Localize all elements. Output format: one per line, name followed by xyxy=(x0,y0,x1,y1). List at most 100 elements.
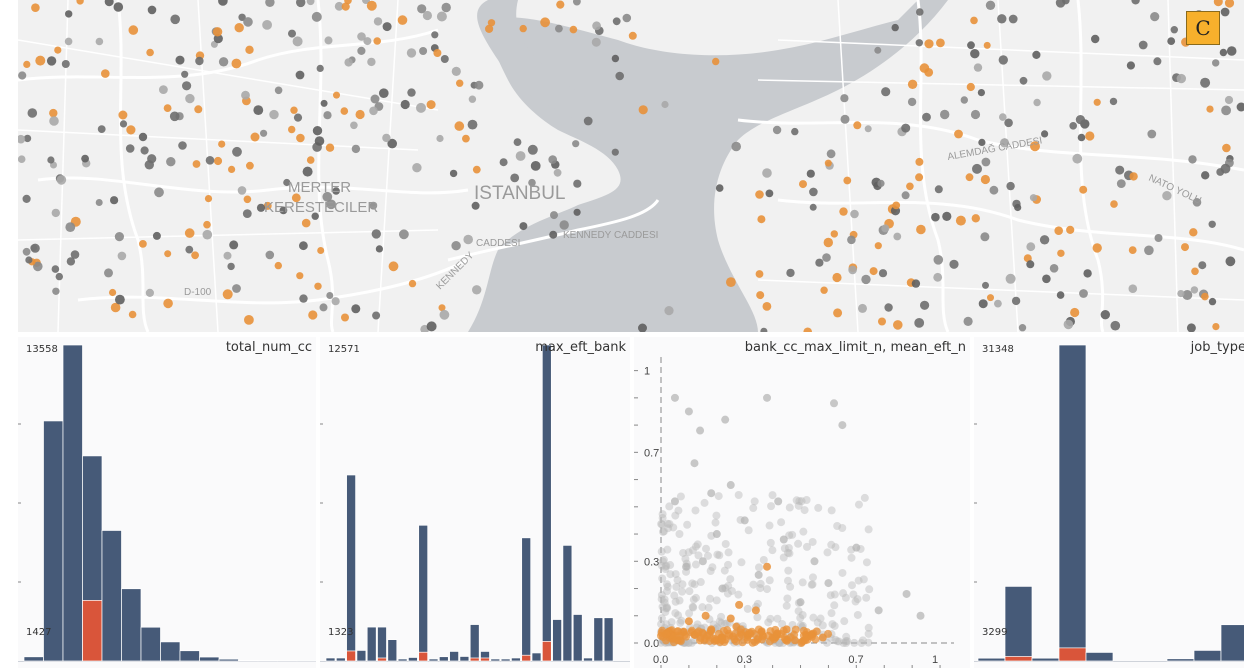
map-point xyxy=(809,187,818,197)
map-point xyxy=(256,203,266,212)
scatter-point xyxy=(704,603,713,612)
scatter-point xyxy=(713,623,722,632)
histogram-max-eft-bank[interactable]: max_eft_bank 12571 1323 xyxy=(320,337,630,668)
map-view[interactable]: MERTER KERESTECILER ISTANBUL KENNEDY CAD… xyxy=(18,0,1244,332)
map-point-selected xyxy=(472,165,481,174)
map-point-selected xyxy=(126,125,136,135)
histogram-bar[interactable] xyxy=(469,624,480,662)
histogram-job-type[interactable]: job_type 31348 3299 xyxy=(974,337,1244,668)
histogram-bar[interactable] xyxy=(325,657,336,662)
scatter-point xyxy=(854,576,863,585)
map-point xyxy=(911,279,921,288)
histogram-bar[interactable] xyxy=(387,639,398,662)
histogram-bar[interactable] xyxy=(121,588,142,662)
histogram-bar-selected[interactable] xyxy=(480,657,490,662)
scatter-point xyxy=(717,619,726,628)
histogram-bar[interactable] xyxy=(1085,652,1114,662)
histogram-bar[interactable] xyxy=(160,641,181,662)
histogram-bar[interactable] xyxy=(521,537,532,662)
histogram-bar-selected[interactable] xyxy=(469,657,480,662)
histogram-bar[interactable] xyxy=(1058,344,1087,662)
scatter-point xyxy=(794,607,803,616)
histogram-bar[interactable] xyxy=(366,626,377,662)
histogram-bar-selected[interactable] xyxy=(1058,647,1087,662)
histogram-bar[interactable] xyxy=(397,658,408,662)
scatter-point xyxy=(714,492,723,501)
histogram-bar[interactable] xyxy=(1166,658,1195,662)
histogram-bar[interactable] xyxy=(977,657,1006,662)
scatter-point xyxy=(859,575,868,584)
histogram-total-num-cc[interactable]: total_num_cc 13558 1427 xyxy=(18,337,316,668)
map-point xyxy=(612,17,621,26)
map-point xyxy=(1190,286,1199,294)
histogram-bar-selected[interactable] xyxy=(346,650,356,662)
map-point xyxy=(357,32,366,41)
map-point xyxy=(933,254,944,265)
histogram-bar[interactable] xyxy=(593,617,604,662)
histogram-bar-selected[interactable] xyxy=(418,651,429,662)
scatter-point xyxy=(667,618,676,627)
histogram-bar[interactable] xyxy=(449,651,459,662)
map-point-selected xyxy=(924,39,934,49)
histogram-bar[interactable] xyxy=(531,652,542,662)
scatter-point xyxy=(662,604,671,613)
histogram-bar[interactable] xyxy=(500,658,511,662)
histogram-bar[interactable] xyxy=(541,344,552,662)
histogram-bar[interactable] xyxy=(1193,650,1222,662)
map-point xyxy=(940,109,950,120)
histogram-bar[interactable] xyxy=(101,530,122,662)
map-point-selected xyxy=(628,31,637,40)
scatter-point xyxy=(792,496,801,505)
histogram-bar-selected[interactable] xyxy=(377,657,387,662)
map-point-selected xyxy=(164,250,172,258)
histogram-bar[interactable] xyxy=(562,545,573,662)
scatter-point xyxy=(824,579,833,588)
scatter-point xyxy=(688,602,697,611)
histogram-bar[interactable] xyxy=(218,658,239,662)
histogram-bar[interactable] xyxy=(199,656,220,662)
scatter-point xyxy=(779,535,788,544)
histogram-bar[interactable] xyxy=(428,658,439,662)
scatter-plot[interactable]: 0.0 0.0 0.3 0.3 0.7 0.7 1 1 bank_cc_max_limit_n… xyxy=(634,337,970,668)
histogram-bar[interactable] xyxy=(335,657,346,662)
map-point xyxy=(170,14,180,25)
histogram-bar-selected[interactable] xyxy=(1004,656,1033,662)
histogram-bar-selected[interactable] xyxy=(521,654,532,662)
histogram-bar[interactable] xyxy=(583,657,593,662)
scatter-point xyxy=(663,582,672,591)
histogram-bar[interactable] xyxy=(418,524,429,662)
scatter-point xyxy=(860,493,869,502)
histogram-bar[interactable] xyxy=(1031,657,1060,662)
histogram-bar-selected[interactable] xyxy=(82,600,103,662)
map-point xyxy=(22,247,31,256)
histogram-bar[interactable] xyxy=(377,626,387,662)
map-point-selected xyxy=(970,16,978,25)
scatter-point xyxy=(754,570,763,579)
histogram-bar[interactable] xyxy=(1004,586,1033,662)
map-point xyxy=(1049,264,1059,273)
map-point xyxy=(292,36,303,47)
histogram-bar[interactable] xyxy=(438,656,449,662)
histogram-bar[interactable] xyxy=(572,614,583,662)
histogram-bar[interactable] xyxy=(140,626,161,662)
histogram-bar[interactable] xyxy=(603,617,614,662)
histogram-bar[interactable] xyxy=(43,420,64,662)
histogram-bar[interactable] xyxy=(62,344,83,662)
map-point xyxy=(431,31,439,39)
map-point-selected xyxy=(1189,228,1198,237)
histogram-bar[interactable] xyxy=(490,658,501,662)
histogram-bar[interactable] xyxy=(511,657,521,662)
scatter-point xyxy=(831,635,840,644)
histogram-bar[interactable] xyxy=(356,650,367,662)
histogram-bar[interactable] xyxy=(1220,624,1244,662)
histogram-bar[interactable] xyxy=(459,656,470,662)
histogram-bar[interactable] xyxy=(408,657,418,662)
map-point xyxy=(1042,71,1052,81)
histogram-bar-selected[interactable] xyxy=(541,641,552,662)
map-point xyxy=(877,179,885,187)
histogram-bar[interactable] xyxy=(552,619,562,662)
histogram-bar[interactable] xyxy=(238,659,259,662)
map-point xyxy=(1056,291,1065,299)
histogram-bar[interactable] xyxy=(179,650,200,662)
histogram-bar[interactable] xyxy=(23,656,44,662)
